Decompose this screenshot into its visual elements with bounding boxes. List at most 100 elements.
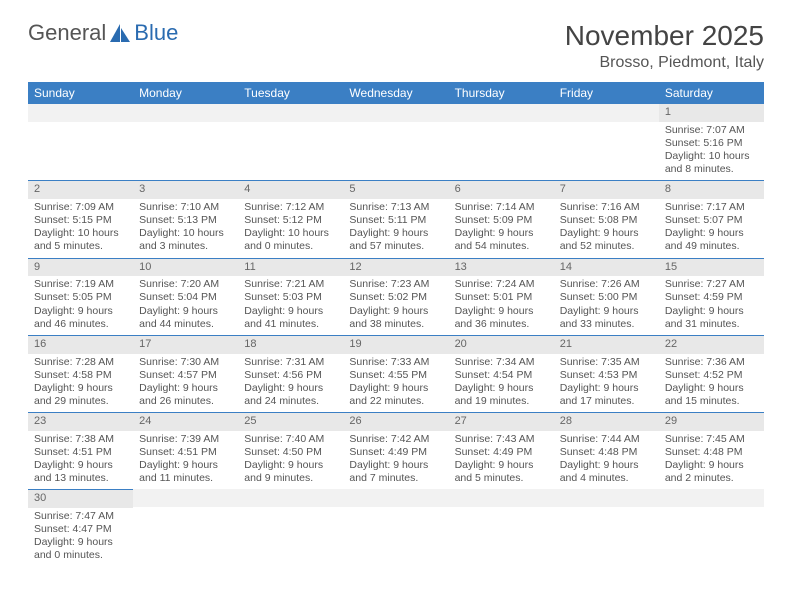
sunrise-line: Sunrise: 7:19 AM — [34, 278, 127, 291]
day-number: 5 — [343, 180, 448, 199]
sunset-line: Sunset: 4:49 PM — [455, 446, 548, 459]
daylight-line: Daylight: 10 hours and 5 minutes. — [34, 227, 127, 253]
sunset-line: Sunset: 4:52 PM — [665, 369, 758, 382]
day-details: Sunrise: 7:21 AMSunset: 5:03 PMDaylight:… — [238, 276, 343, 335]
daylight-line: Daylight: 9 hours and 31 minutes. — [665, 305, 758, 331]
calendar-cell: 1Sunrise: 7:07 AMSunset: 5:16 PMDaylight… — [659, 104, 764, 180]
sunset-line: Sunset: 4:48 PM — [665, 446, 758, 459]
sail-icon — [108, 22, 132, 44]
calendar-week-row: 2Sunrise: 7:09 AMSunset: 5:15 PMDaylight… — [28, 180, 764, 257]
sunrise-line: Sunrise: 7:45 AM — [665, 433, 758, 446]
daylight-line: Daylight: 9 hours and 22 minutes. — [349, 382, 442, 408]
sunrise-line: Sunrise: 7:20 AM — [139, 278, 232, 291]
calendar-cell: 26Sunrise: 7:42 AMSunset: 4:49 PMDayligh… — [343, 412, 448, 489]
calendar-cell: 10Sunrise: 7:20 AMSunset: 5:04 PMDayligh… — [133, 258, 238, 335]
calendar-cell: 4Sunrise: 7:12 AMSunset: 5:12 PMDaylight… — [238, 180, 343, 257]
calendar-week-row: 30Sunrise: 7:47 AMSunset: 4:47 PMDayligh… — [28, 489, 764, 566]
daylight-line: Daylight: 9 hours and 15 minutes. — [665, 382, 758, 408]
daylight-line: Daylight: 9 hours and 54 minutes. — [455, 227, 548, 253]
day-number-blank — [659, 489, 764, 507]
sunset-line: Sunset: 4:50 PM — [244, 446, 337, 459]
calendar-cell: 24Sunrise: 7:39 AMSunset: 4:51 PMDayligh… — [133, 412, 238, 489]
sunrise-line: Sunrise: 7:13 AM — [349, 201, 442, 214]
calendar-week-row: 1Sunrise: 7:07 AMSunset: 5:16 PMDaylight… — [28, 104, 764, 180]
day-number: 1 — [659, 104, 764, 122]
daylight-line: Daylight: 9 hours and 49 minutes. — [665, 227, 758, 253]
sunset-line: Sunset: 4:48 PM — [560, 446, 653, 459]
day-details: Sunrise: 7:43 AMSunset: 4:49 PMDaylight:… — [449, 431, 554, 490]
sunset-line: Sunset: 4:49 PM — [349, 446, 442, 459]
daylight-line: Daylight: 9 hours and 11 minutes. — [139, 459, 232, 485]
sunrise-line: Sunrise: 7:23 AM — [349, 278, 442, 291]
sunrise-line: Sunrise: 7:47 AM — [34, 510, 127, 523]
calendar-cell — [449, 489, 554, 566]
day-details: Sunrise: 7:39 AMSunset: 4:51 PMDaylight:… — [133, 431, 238, 490]
calendar-cell: 16Sunrise: 7:28 AMSunset: 4:58 PMDayligh… — [28, 335, 133, 412]
sunset-line: Sunset: 5:01 PM — [455, 291, 548, 304]
daylight-line: Daylight: 10 hours and 0 minutes. — [244, 227, 337, 253]
day-number: 13 — [449, 258, 554, 277]
sunset-line: Sunset: 5:00 PM — [560, 291, 653, 304]
day-number-blank — [238, 489, 343, 507]
sunrise-line: Sunrise: 7:09 AM — [34, 201, 127, 214]
day-details: Sunrise: 7:47 AMSunset: 4:47 PMDaylight:… — [28, 508, 133, 567]
daylight-line: Daylight: 9 hours and 5 minutes. — [455, 459, 548, 485]
daylight-line: Daylight: 9 hours and 33 minutes. — [560, 305, 653, 331]
weekday-header: Thursday — [449, 82, 554, 104]
sunset-line: Sunset: 5:11 PM — [349, 214, 442, 227]
day-details: Sunrise: 7:36 AMSunset: 4:52 PMDaylight:… — [659, 354, 764, 413]
calendar-cell: 2Sunrise: 7:09 AMSunset: 5:15 PMDaylight… — [28, 180, 133, 257]
calendar-cell — [133, 104, 238, 180]
sunset-line: Sunset: 5:08 PM — [560, 214, 653, 227]
day-details: Sunrise: 7:30 AMSunset: 4:57 PMDaylight:… — [133, 354, 238, 413]
day-number: 30 — [28, 489, 133, 508]
calendar-cell: 23Sunrise: 7:38 AMSunset: 4:51 PMDayligh… — [28, 412, 133, 489]
sunrise-line: Sunrise: 7:28 AM — [34, 356, 127, 369]
location-subtitle: Brosso, Piedmont, Italy — [565, 54, 764, 72]
calendar-cell: 11Sunrise: 7:21 AMSunset: 5:03 PMDayligh… — [238, 258, 343, 335]
day-number: 7 — [554, 180, 659, 199]
sunrise-line: Sunrise: 7:14 AM — [455, 201, 548, 214]
daylight-line: Daylight: 9 hours and 52 minutes. — [560, 227, 653, 253]
sunrise-line: Sunrise: 7:16 AM — [560, 201, 653, 214]
daylight-line: Daylight: 9 hours and 17 minutes. — [560, 382, 653, 408]
day-details: Sunrise: 7:27 AMSunset: 4:59 PMDaylight:… — [659, 276, 764, 335]
sunset-line: Sunset: 5:02 PM — [349, 291, 442, 304]
daylight-line: Daylight: 9 hours and 13 minutes. — [34, 459, 127, 485]
daylight-line: Daylight: 9 hours and 7 minutes. — [349, 459, 442, 485]
day-details: Sunrise: 7:40 AMSunset: 4:50 PMDaylight:… — [238, 431, 343, 490]
sunrise-line: Sunrise: 7:10 AM — [139, 201, 232, 214]
day-number-blank — [449, 489, 554, 507]
sunset-line: Sunset: 5:09 PM — [455, 214, 548, 227]
weekday-header: Wednesday — [343, 82, 448, 104]
day-number: 27 — [449, 412, 554, 431]
sunrise-line: Sunrise: 7:38 AM — [34, 433, 127, 446]
sunrise-line: Sunrise: 7:07 AM — [665, 124, 758, 137]
sunset-line: Sunset: 4:51 PM — [139, 446, 232, 459]
day-number-blank — [133, 489, 238, 507]
day-details: Sunrise: 7:44 AMSunset: 4:48 PMDaylight:… — [554, 431, 659, 490]
sunset-line: Sunset: 5:03 PM — [244, 291, 337, 304]
day-details: Sunrise: 7:38 AMSunset: 4:51 PMDaylight:… — [28, 431, 133, 490]
calendar-cell: 27Sunrise: 7:43 AMSunset: 4:49 PMDayligh… — [449, 412, 554, 489]
day-details: Sunrise: 7:23 AMSunset: 5:02 PMDaylight:… — [343, 276, 448, 335]
day-number-blank — [554, 489, 659, 507]
day-number: 4 — [238, 180, 343, 199]
calendar-week-row: 16Sunrise: 7:28 AMSunset: 4:58 PMDayligh… — [28, 335, 764, 412]
day-number: 8 — [659, 180, 764, 199]
daylight-line: Daylight: 9 hours and 19 minutes. — [455, 382, 548, 408]
day-number-blank — [28, 104, 133, 122]
calendar-cell — [659, 489, 764, 566]
calendar-cell: 19Sunrise: 7:33 AMSunset: 4:55 PMDayligh… — [343, 335, 448, 412]
calendar-cell — [28, 104, 133, 180]
day-details: Sunrise: 7:34 AMSunset: 4:54 PMDaylight:… — [449, 354, 554, 413]
day-number: 26 — [343, 412, 448, 431]
calendar-cell — [343, 104, 448, 180]
calendar-cell: 18Sunrise: 7:31 AMSunset: 4:56 PMDayligh… — [238, 335, 343, 412]
daylight-line: Daylight: 10 hours and 8 minutes. — [665, 150, 758, 176]
sunrise-line: Sunrise: 7:40 AM — [244, 433, 337, 446]
calendar-cell: 21Sunrise: 7:35 AMSunset: 4:53 PMDayligh… — [554, 335, 659, 412]
calendar-cell: 13Sunrise: 7:24 AMSunset: 5:01 PMDayligh… — [449, 258, 554, 335]
logo-text-1: General — [28, 20, 106, 46]
day-number: 16 — [28, 335, 133, 354]
